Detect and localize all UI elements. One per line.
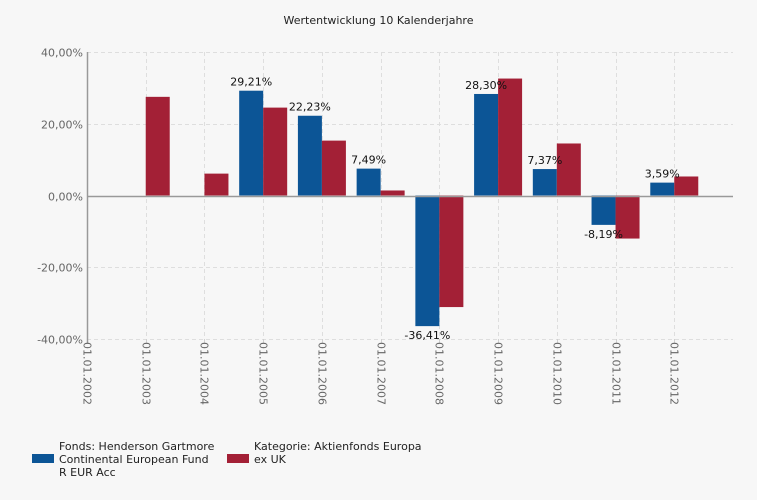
y-tick-label: 0,00%: [48, 191, 83, 204]
y-tick-label: 20,00%: [41, 119, 83, 132]
x-tick-label: 01.01.2005: [257, 342, 270, 405]
data-label: 28,30%: [465, 79, 507, 92]
bar-fund: [239, 90, 264, 196]
data-label: 29,21%: [230, 76, 272, 89]
bar-category: [380, 190, 405, 196]
y-tick-label: -40,00%: [37, 334, 83, 347]
axes: [86, 52, 733, 343]
x-tick-label: 01.01.2010: [551, 342, 564, 405]
x-tick-label: 01.01.2003: [140, 342, 153, 405]
chart-title: Wertentwicklung 10 Kalenderjahre: [283, 14, 474, 27]
data-label: -8,19%: [584, 228, 623, 241]
x-tick-label: 01.01.2009: [492, 342, 505, 405]
x-tick-label: 01.01.2004: [198, 342, 211, 405]
x-tick-label: 01.01.2002: [81, 342, 94, 405]
bar-category: [321, 140, 346, 196]
labels: 40,00%20,00%0,00%-20,00%-40,00%01.01.200…: [37, 47, 680, 405]
legend-label-category: Kategorie: Aktienfonds Europa ex UK: [254, 440, 422, 466]
bars: [145, 78, 699, 327]
bar-category: [145, 96, 170, 196]
bar-category: [498, 78, 523, 196]
x-tick-label: 01.01.2012: [668, 342, 681, 405]
legend-label-fund: Fonds: Henderson Gartmore Continental Eu…: [59, 440, 215, 479]
bar-chart: 40,00%20,00%0,00%-20,00%-40,00%01.01.200…: [37, 47, 733, 405]
legend-swatch-fund: [32, 454, 54, 463]
data-label: 3,59%: [645, 168, 680, 181]
x-tick-label: 01.01.2011: [610, 342, 623, 405]
bar-category: [204, 173, 229, 196]
data-label: 7,37%: [527, 154, 562, 167]
x-tick-label: 01.01.2007: [375, 342, 388, 405]
bar-fund: [356, 168, 381, 196]
bar-category: [263, 107, 288, 196]
data-label: 7,49%: [351, 154, 386, 167]
bar-fund: [532, 169, 557, 196]
bar-category: [439, 195, 464, 308]
bar-category: [615, 195, 640, 239]
bar-category: [674, 176, 699, 196]
x-tick-label: 01.01.2006: [316, 342, 329, 405]
bar-fund: [415, 195, 440, 327]
data-label: -36,41%: [404, 329, 450, 342]
bar-fund: [650, 182, 675, 196]
y-tick-label: -20,00%: [37, 262, 83, 275]
bar-fund: [297, 115, 322, 196]
bar-category: [556, 143, 581, 196]
data-label: 22,23%: [289, 101, 331, 114]
y-tick-label: 40,00%: [41, 47, 83, 60]
legend-swatch-category: [227, 454, 249, 463]
bar-fund: [591, 195, 616, 225]
x-tick-label: 01.01.2008: [433, 342, 446, 405]
bar-fund: [474, 93, 499, 196]
